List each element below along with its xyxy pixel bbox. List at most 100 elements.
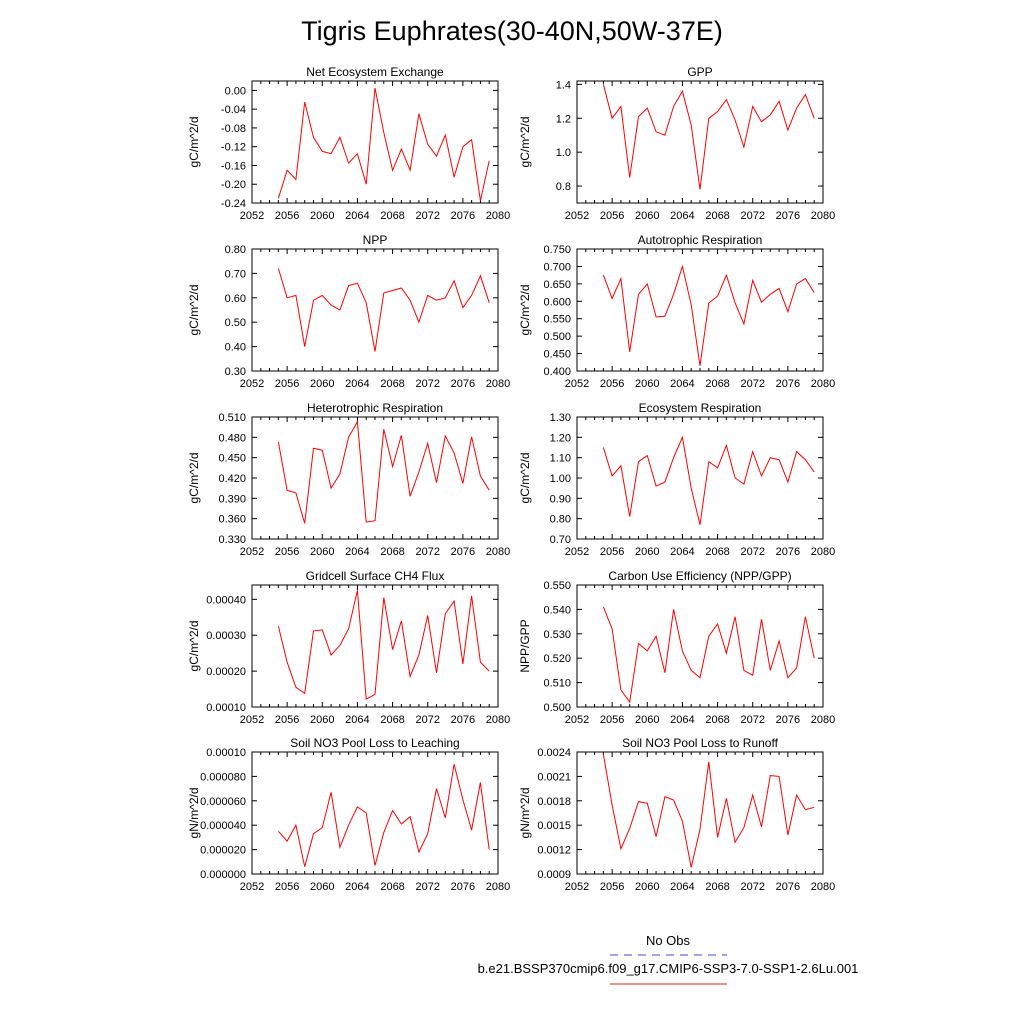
chart-panel: Heterotrophic Respiration 2052 2056 2060 206… <box>187 401 510 558</box>
y-tick-label: 0.420 <box>218 473 246 485</box>
chart-title: Autotrophic Respiration <box>638 233 763 247</box>
y-axis-label: NPP/GPP <box>518 619 532 672</box>
y-axis-label: gN/m^2/d <box>187 788 201 839</box>
y-tick-label: 0.80 <box>225 244 246 256</box>
x-tick-label: 2060 <box>310 881 334 893</box>
y-axis-label: gN/m^2/d <box>518 788 532 839</box>
x-tick-label: 2064 <box>670 378 694 390</box>
x-tick-label: 2056 <box>600 378 624 390</box>
y-tick-label: 0.0021 <box>537 771 571 783</box>
chart-panel: Carbon Use Efficiency (NPP/GPP) 2052 2056 2… <box>518 569 835 726</box>
y-axis-label: gC/m^2/d <box>187 621 201 672</box>
x-tick-label: 2080 <box>811 881 835 893</box>
y-tick-label: 1.00 <box>550 473 571 485</box>
x-tick-label: 2068 <box>705 546 729 558</box>
y-tick-label: 0.0018 <box>537 796 571 808</box>
chart-panel: Autotrophic Respiration 2052 2056 2060 2064 2… <box>518 233 835 390</box>
y-tick-label: 0.70 <box>225 268 246 280</box>
x-tick-label: 2052 <box>565 714 589 726</box>
x-tick-label: 2076 <box>451 210 475 222</box>
x-tick-label: 2068 <box>705 378 729 390</box>
x-tick-label: 2064 <box>345 378 369 390</box>
y-tick-label: 0.600 <box>543 296 571 308</box>
x-tick-label: 2068 <box>380 378 404 390</box>
x-tick-label: 2056 <box>275 210 299 222</box>
series-line <box>277 420 490 524</box>
chart-title: Carbon Use Efficiency (NPP/GPP) <box>608 569 791 583</box>
x-tick-label: 2072 <box>740 210 764 222</box>
x-tick-label: 2080 <box>486 881 510 893</box>
y-tick-label: 0.480 <box>218 432 246 444</box>
y-tick-label: 0.540 <box>543 604 571 616</box>
plot-frame <box>576 584 824 708</box>
x-tick-label: 2072 <box>415 881 439 893</box>
y-tick-label: 0.0009 <box>537 869 571 881</box>
plot-frame <box>251 751 499 875</box>
y-tick-label: 0.00040 <box>206 594 246 606</box>
x-tick-label: 2052 <box>565 546 589 558</box>
x-tick-label: 2076 <box>451 378 475 390</box>
legend-label-model-run: b.e21.BSSP370cmip6.f09_g17.CMIP6-SSP3-7.… <box>478 961 859 976</box>
y-tick-label: 0.330 <box>218 534 246 546</box>
y-tick-label: 0.0012 <box>537 845 571 857</box>
y-tick-label: 0.450 <box>543 349 571 361</box>
x-tick-label: 2056 <box>600 546 624 558</box>
y-tick-label: 0.500 <box>543 702 571 714</box>
y-tick-label: 0.700 <box>543 261 571 273</box>
y-axis-label: gC/m^2/d <box>187 453 201 504</box>
y-tick-label: 1.4 <box>556 79 571 91</box>
x-tick-label: 2080 <box>811 210 835 222</box>
y-tick-label: 0.000000 <box>200 869 246 881</box>
x-tick-label: 2076 <box>776 210 800 222</box>
x-tick-label: 2072 <box>415 546 439 558</box>
x-tick-label: 2056 <box>275 378 299 390</box>
y-tick-label: 0.510 <box>218 412 246 424</box>
series-line <box>602 435 815 525</box>
y-tick-label: 0.650 <box>543 279 571 291</box>
chart-title: Gridcell Surface CH4 Flux <box>306 569 445 583</box>
series-line <box>277 268 490 352</box>
x-tick-label: 2056 <box>275 714 299 726</box>
x-tick-label: 2052 <box>240 378 264 390</box>
legend: No Obs b.e21.BSSP370cmip6.f09_g17.CMIP6-… <box>478 933 859 985</box>
chart-panel: Net Ecosystem Exchange 2052 2056 2060 2064 20… <box>187 65 510 222</box>
y-tick-label: 0.50 <box>225 317 246 329</box>
x-tick-label: 2076 <box>451 546 475 558</box>
y-tick-label: 0.00020 <box>206 666 246 678</box>
series-line <box>277 590 490 700</box>
x-tick-label: 2072 <box>415 714 439 726</box>
x-tick-label: 2064 <box>670 881 694 893</box>
y-tick-label: 0.00010 <box>206 747 246 759</box>
x-tick-label: 2060 <box>635 714 659 726</box>
y-tick-label: 0.510 <box>543 678 571 690</box>
x-tick-label: 2072 <box>740 546 764 558</box>
y-tick-label: -0.04 <box>221 104 246 116</box>
y-tick-label: 0.0024 <box>537 747 571 759</box>
x-tick-label: 2056 <box>600 210 624 222</box>
chart-title: Soil NO3 Pool Loss to Runoff <box>622 736 779 750</box>
plot-frame <box>251 80 499 204</box>
y-tick-label: 0.520 <box>543 653 571 665</box>
x-tick-label: 2056 <box>600 881 624 893</box>
y-axis-label: gC/m^2/d <box>518 117 532 168</box>
x-tick-label: 2080 <box>811 546 835 558</box>
x-tick-label: 2060 <box>635 881 659 893</box>
chart-panel: NPP 2052 2056 2060 2064 2068 2072 2076 2080 0.80 0… <box>187 233 510 390</box>
x-tick-label: 2076 <box>451 714 475 726</box>
series-line <box>602 754 815 868</box>
x-tick-label: 2052 <box>565 378 589 390</box>
x-tick-label: 2060 <box>310 714 334 726</box>
x-tick-label: 2052 <box>240 210 264 222</box>
x-tick-label: 2052 <box>565 881 589 893</box>
x-tick-label: 2068 <box>380 881 404 893</box>
chart-panel: Ecosystem Respiration 2052 2056 2060 2064 206… <box>518 401 835 558</box>
series-line <box>278 764 490 867</box>
y-tick-label: 1.2 <box>556 113 571 125</box>
chart-panel: Soil NO3 Pool Loss to Runoff 2052 2056 2060… <box>518 736 835 893</box>
y-tick-label: -0.24 <box>221 198 246 210</box>
y-axis-label: gC/m^2/d <box>187 117 201 168</box>
y-tick-label: 0.00 <box>225 85 246 97</box>
y-tick-label: 0.000040 <box>200 820 246 832</box>
y-tick-label: 0.40 <box>225 342 246 354</box>
plot-frame <box>576 248 824 372</box>
